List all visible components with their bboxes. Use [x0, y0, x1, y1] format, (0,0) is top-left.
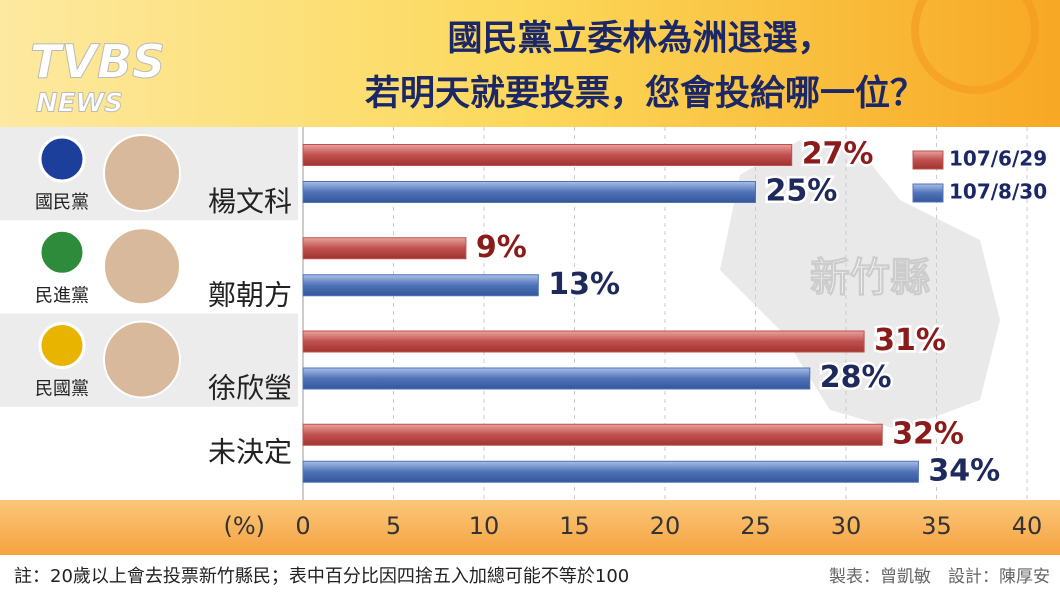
y-tick-label: 鄭朝方 [208, 278, 292, 311]
party-emblem [38, 322, 86, 369]
bar [302, 274, 539, 297]
value-label: 28% [820, 360, 892, 395]
legend-label: 107/8/30 [949, 180, 1047, 204]
y-tick-label: 徐欣瑩 [208, 372, 292, 405]
value-label: 25% [766, 174, 838, 209]
chart-title: 國民黨立委林為洲退選， [447, 19, 832, 59]
x-tick-label: 35 [921, 512, 952, 540]
x-tick-label: 30 [831, 512, 862, 540]
logo-sub: NEWS [36, 89, 123, 119]
x-tick-label: 15 [559, 512, 590, 540]
party-label: 民國黨 [35, 379, 89, 400]
logo: TVBS [30, 35, 165, 89]
bar [302, 144, 793, 166]
value-label: 31% [874, 323, 946, 358]
credit: 製表：曾凱敏 設計：陳厚安 [829, 567, 1050, 587]
bar [302, 367, 811, 390]
legend-swatch [912, 150, 944, 170]
party-emblem [38, 135, 86, 183]
x-tick-label: 0 [295, 512, 310, 540]
x-tick-label: 20 [650, 512, 681, 540]
value-label: 9% [476, 230, 527, 265]
bar [302, 460, 919, 483]
axis-band [0, 500, 1060, 555]
value-label: 27% [802, 137, 874, 172]
footnote: 註：20歲以上會去投票新竹縣民；表中百分比因四捨五入加總可能不等於100 [14, 566, 629, 587]
x-tick-label: 25 [740, 512, 771, 540]
map-label: 新竹縣 [810, 255, 930, 301]
bar [302, 423, 883, 446]
legend-label: 107/6/29 [949, 147, 1047, 171]
candidate-photo [103, 134, 181, 212]
decor [911, 0, 1039, 94]
x-tick-label: 5 [386, 512, 401, 540]
legend-swatch [912, 183, 944, 203]
value-label: 34% [928, 453, 1000, 488]
x-tick-label: 10 [469, 512, 500, 540]
bar [302, 330, 865, 353]
candidate-photo [103, 227, 181, 306]
x-tick-label: 40 [1012, 512, 1043, 540]
party-label: 國民黨 [35, 192, 89, 213]
value-label: 32% [892, 416, 964, 451]
party-label: 民進黨 [35, 285, 89, 306]
candidate-photo [103, 320, 181, 399]
value-label: 13% [548, 267, 620, 302]
bar [302, 181, 756, 203]
chart-title: 若明天就要投票，您會投給哪一位？ [365, 74, 925, 114]
y-tick-label: 楊文科 [208, 185, 292, 218]
map-shape [720, 140, 1000, 430]
party-emblem [38, 228, 86, 276]
bar [302, 237, 467, 260]
header-band [0, 0, 1060, 127]
axis-unit: (%) [223, 512, 265, 540]
y-tick-label: 未決定 [208, 435, 292, 468]
